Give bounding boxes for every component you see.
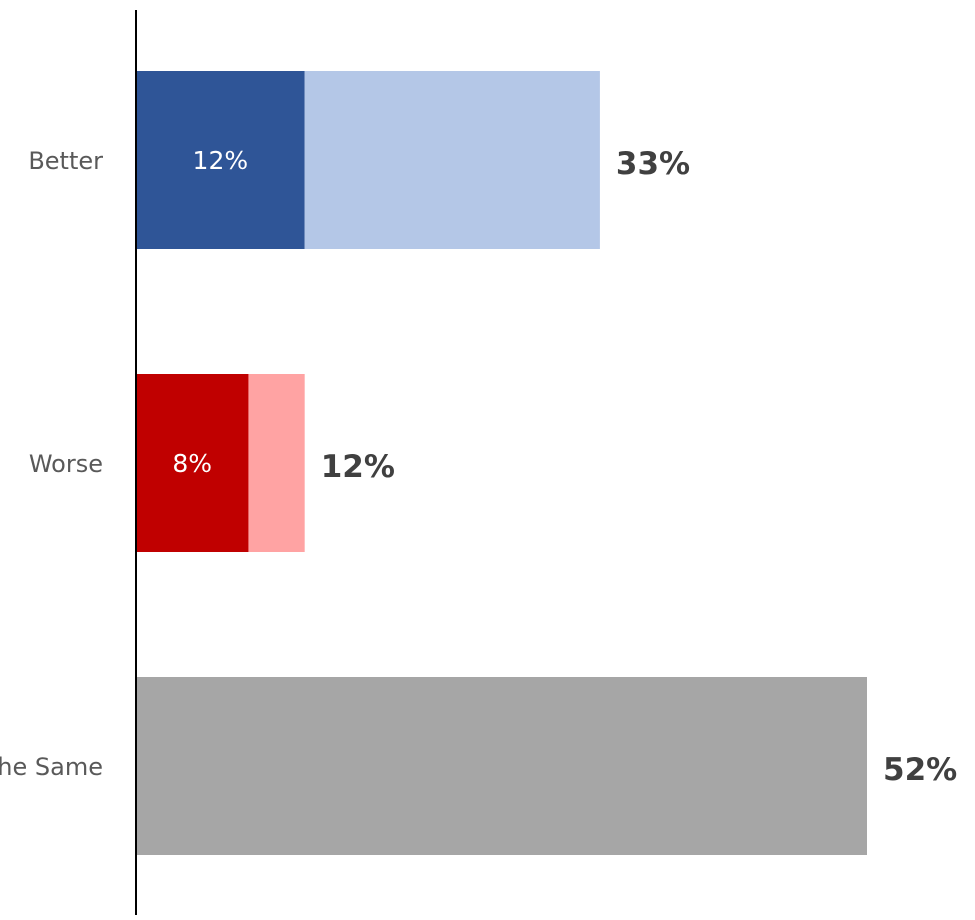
bar-segment — [304, 71, 600, 249]
bar-segment — [136, 677, 867, 855]
bar-segment — [248, 374, 305, 552]
bar-total-label: 12% — [321, 449, 395, 485]
category-label: Better — [28, 147, 103, 175]
bar-segment-label: 8% — [172, 449, 212, 478]
bar-total-label: 33% — [616, 146, 690, 182]
bar-segment — [136, 374, 249, 552]
bar-segment-label: 12% — [193, 146, 249, 175]
bar-segment — [136, 71, 305, 249]
bar-total-label: 52% — [883, 752, 957, 788]
category-label: Stayed the Same — [0, 753, 103, 781]
category-label: Worse — [29, 450, 103, 478]
